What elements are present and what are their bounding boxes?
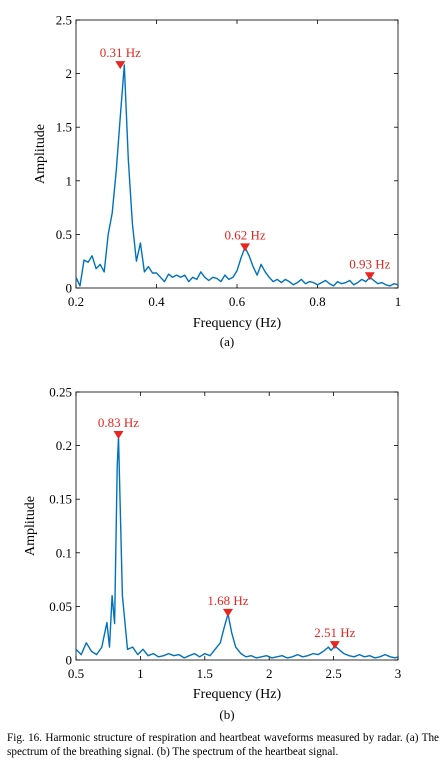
panel-b-sublabel: (b) xyxy=(219,707,234,722)
panel-b-peak-label: 0.83 Hz xyxy=(98,415,139,430)
panel-a-y-tick-label: 2.5 xyxy=(56,13,72,28)
panel-a-peak-marker xyxy=(240,243,251,252)
panel-b-x-tick-label: 0.5 xyxy=(68,666,84,681)
panel-a-axes-box xyxy=(75,19,399,289)
panel-b-y-tick-label: 0.15 xyxy=(49,492,72,507)
panel-a-y-tick-label: 0 xyxy=(66,281,73,296)
panel-a-peak-label: 0.62 Hz xyxy=(224,227,265,242)
panel-b-y-tick-label: 0.05 xyxy=(49,599,72,614)
panel-a-x-axis-label: Frequency (Hz) xyxy=(193,316,282,331)
panel-a-peak-label: 0.31 Hz xyxy=(100,45,141,60)
panel-b-y-tick-label: 0 xyxy=(66,653,73,668)
panel-a-y-tick-label: 1.5 xyxy=(56,120,72,135)
panel-b-spectrum-line xyxy=(75,436,399,659)
panel-b-y-axis-label: Amplitude xyxy=(23,496,38,556)
panel-b-y-tick-label: 0.1 xyxy=(56,545,72,560)
panel-b-x-tick-label: 2 xyxy=(266,666,273,681)
figure-caption: Fig. 16. Harmonic structure of respirati… xyxy=(7,732,439,758)
panel-b-axes-box xyxy=(75,391,399,661)
panel-b-y-tick-label: 0.25 xyxy=(49,385,72,400)
panel-a-y-tick-label: 2 xyxy=(66,66,73,81)
panel-b-peak-marker xyxy=(113,430,124,439)
panel-b-x-tick-label: 1.5 xyxy=(197,666,213,681)
panel-a-x-tick-label: 0.4 xyxy=(148,294,165,309)
panel-a-x-tick-label: 1 xyxy=(395,294,402,309)
panel-a-peak-marker xyxy=(115,61,126,70)
panel-b-x-tick-label: 1 xyxy=(137,666,144,681)
panel-b-peak-label: 2.51 Hz xyxy=(314,625,355,640)
panel-b-x-axis-label: Frequency (Hz) xyxy=(193,687,282,702)
panel-b-peak-marker xyxy=(222,608,233,617)
panel-a-sublabel: (a) xyxy=(220,334,234,349)
panel-a-x-tick-label: 0.6 xyxy=(229,294,246,309)
panel-a-spectrum-line xyxy=(75,64,399,287)
panel-a-y-tick-label: 0.5 xyxy=(56,227,72,242)
panel-a-x-tick-label: 0.2 xyxy=(68,294,84,309)
panel-a-y-tick-label: 1 xyxy=(66,173,73,188)
panel-a-x-tick-label: 0.8 xyxy=(309,294,325,309)
panel-b-peak-label: 1.68 Hz xyxy=(207,593,248,608)
panel-a-peak-marker xyxy=(364,272,375,281)
panel-b-x-tick-label: 3 xyxy=(395,666,402,681)
panel-b-y-tick-label: 0.2 xyxy=(56,438,72,453)
panel-a-y-axis-label: Amplitude xyxy=(33,124,48,184)
panel-b-x-tick-label: 2.5 xyxy=(325,666,341,681)
panel-b-peak-marker xyxy=(329,641,340,650)
panel-a-peak-label: 0.93 Hz xyxy=(349,256,390,271)
